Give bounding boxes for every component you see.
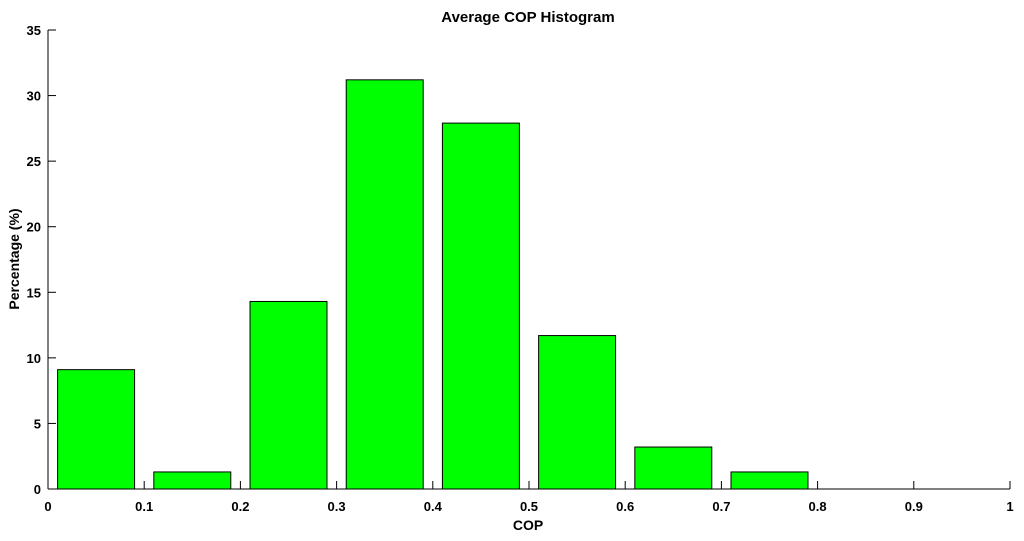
- y-tick-label: 15: [27, 285, 41, 300]
- bars-group: [57, 79, 809, 490]
- histogram-bar: [153, 471, 232, 490]
- x-tick-label: 0.6: [616, 499, 634, 514]
- histogram-bar: [538, 335, 617, 490]
- x-tick-label: 0.7: [712, 499, 730, 514]
- histogram-bar: [57, 369, 136, 490]
- histogram-bar: [249, 300, 328, 490]
- y-tick-label: 5: [34, 416, 41, 431]
- histogram-bar: [634, 446, 713, 490]
- x-tick-label: 0: [44, 499, 51, 514]
- y-ticks-group: 0 5 10 15 20 25 30 35: [27, 23, 56, 497]
- x-tick-label: 0.3: [328, 499, 346, 514]
- x-ticks-group: 0 0.1 0.2 0.3 0.4 0.5 0.6 0.7 0.8 0.9 1: [44, 481, 1014, 514]
- y-tick-label: 25: [27, 154, 41, 169]
- histogram-bar: [345, 79, 424, 490]
- y-axis-label: Percentage (%): [6, 208, 22, 309]
- x-tick-label: 0.9: [905, 499, 923, 514]
- y-tick-label: 30: [27, 89, 41, 104]
- histogram-bar: [441, 122, 520, 490]
- x-tick-label: 0.5: [520, 499, 538, 514]
- y-tick-label: 20: [27, 220, 41, 235]
- x-tick-label: 1: [1006, 499, 1013, 514]
- y-tick-label: 10: [27, 351, 41, 366]
- x-tick-label: 0.2: [231, 499, 249, 514]
- x-axis-label: COP: [513, 517, 543, 533]
- x-tick-label: 0.1: [135, 499, 153, 514]
- y-tick-label: 35: [27, 23, 41, 38]
- x-tick-label: 0.8: [809, 499, 827, 514]
- chart-title: Average COP Histogram: [441, 9, 614, 26]
- histogram-bar: [730, 471, 809, 490]
- x-tick-label: 0.4: [424, 499, 443, 514]
- axes-group: [47, 30, 1010, 490]
- y-tick-label: 0: [34, 482, 41, 497]
